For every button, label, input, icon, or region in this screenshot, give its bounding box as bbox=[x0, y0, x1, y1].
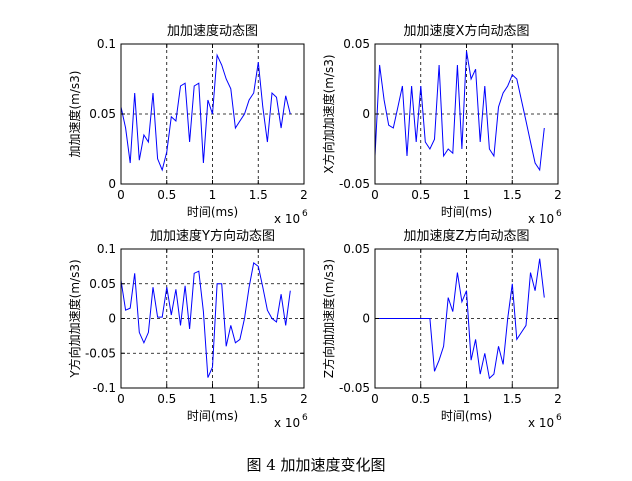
chart-title: 加加速度Z方向动态图 bbox=[404, 228, 530, 244]
x-tick-label: 0.5 bbox=[411, 392, 430, 406]
y-tick-label: 0 bbox=[108, 312, 116, 326]
x-tick-label: 0 bbox=[371, 392, 379, 406]
y-tick-label: -0.05 bbox=[339, 381, 370, 395]
x-tick-label: 1 bbox=[463, 392, 471, 406]
figure-caption: 图 4 加加速度变化图 bbox=[246, 456, 386, 474]
x-tick-label: 2 bbox=[554, 392, 562, 406]
x-tick-label: 0 bbox=[117, 188, 125, 202]
x-exponent-power: 6 bbox=[302, 209, 308, 219]
y-axis-label: X方向加加速度(m/s3) bbox=[321, 54, 336, 173]
chart-title: 加加速度Y方向动态图 bbox=[150, 228, 275, 244]
series-line bbox=[120, 262, 291, 378]
x-tick-label: 0.5 bbox=[157, 188, 176, 202]
y-tick-label: 0.1 bbox=[97, 37, 116, 51]
y-tick-label: -0.1 bbox=[93, 381, 116, 395]
x-exponent-power: 6 bbox=[556, 413, 562, 423]
series-line bbox=[375, 258, 545, 380]
x-exponent: x 10 bbox=[274, 212, 300, 226]
series-line bbox=[120, 53, 291, 172]
chart-title: 加加速度动态图 bbox=[167, 23, 258, 39]
x-tick-label: 1 bbox=[463, 188, 471, 202]
x-exponent-power: 6 bbox=[556, 209, 562, 219]
x-tick-label: 0 bbox=[371, 188, 379, 202]
y-tick-label: -0.05 bbox=[85, 346, 116, 360]
y-tick-label: 0.05 bbox=[89, 277, 116, 291]
chart-panel-3: 0 0.5 1 1.5 2 -0.1 -0.05 0 0.05 0.1 加加速度Y方向动态图时间(m… bbox=[67, 228, 308, 430]
x-axis-label: 时间(ms) bbox=[441, 205, 492, 219]
y-tick-label: 0.05 bbox=[343, 242, 370, 256]
y-tick-label: 0.1 bbox=[97, 242, 116, 256]
x-exponent: x 10 bbox=[528, 416, 554, 430]
series-line bbox=[374, 50, 545, 172]
y-axis-label: Y方向加加速度(m/s3) bbox=[67, 259, 82, 378]
x-tick-label: 2 bbox=[300, 392, 308, 406]
x-tick-label: 2 bbox=[554, 188, 562, 202]
x-tick-label: 1 bbox=[209, 392, 217, 406]
x-tick-label: 0 bbox=[117, 392, 125, 406]
x-axis-label: 时间(ms) bbox=[187, 409, 238, 423]
x-tick-label: 1.5 bbox=[249, 392, 268, 406]
x-tick-label: 1.5 bbox=[249, 188, 268, 202]
y-tick-label: 0.05 bbox=[343, 37, 370, 51]
y-tick-label: 0.05 bbox=[89, 107, 116, 121]
x-tick-label: 0.5 bbox=[411, 188, 430, 202]
y-tick-label: 0 bbox=[362, 312, 370, 326]
x-tick-label: 1.5 bbox=[503, 392, 522, 406]
x-tick-label: 0.5 bbox=[157, 392, 176, 406]
x-tick-label: 1.5 bbox=[503, 188, 522, 202]
y-tick-label: -0.05 bbox=[339, 177, 370, 191]
chart-title: 加加速度X方向动态图 bbox=[404, 23, 530, 39]
x-tick-label: 1 bbox=[209, 188, 217, 202]
y-axis-label: 加加速度(m/s3) bbox=[67, 71, 82, 158]
x-exponent: x 10 bbox=[274, 416, 300, 430]
x-axis-label: 时间(ms) bbox=[187, 205, 238, 219]
x-exponent-power: 6 bbox=[302, 413, 308, 423]
y-tick-label: 0 bbox=[362, 107, 370, 121]
x-axis-label: 时间(ms) bbox=[441, 409, 492, 423]
x-tick-label: 2 bbox=[300, 188, 308, 202]
y-tick-label: 0 bbox=[108, 177, 116, 191]
x-exponent: x 10 bbox=[528, 212, 554, 226]
y-axis-label: Z方向加加速度(m/s3) bbox=[321, 259, 336, 378]
